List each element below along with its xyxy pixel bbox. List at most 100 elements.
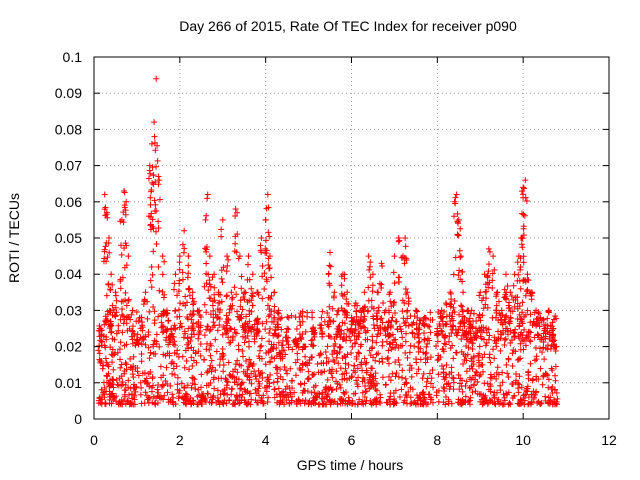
data-point xyxy=(115,327,122,334)
data-point xyxy=(255,318,262,325)
data-point xyxy=(131,332,138,339)
data-point xyxy=(244,298,251,305)
data-point xyxy=(197,322,204,329)
data-point xyxy=(138,358,145,365)
data-point xyxy=(190,311,197,318)
data-point xyxy=(122,289,129,296)
data-point xyxy=(203,382,210,389)
data-point xyxy=(328,399,335,406)
data-point xyxy=(144,381,151,388)
data-point xyxy=(491,373,498,380)
data-point xyxy=(304,309,311,316)
data-point xyxy=(106,383,113,390)
data-point xyxy=(207,379,214,386)
data-point xyxy=(281,363,288,370)
data-point xyxy=(127,355,134,362)
data-point xyxy=(515,271,522,278)
data-point xyxy=(319,330,326,337)
data-point xyxy=(102,204,109,211)
data-point xyxy=(220,390,227,397)
data-point xyxy=(292,372,299,379)
data-point xyxy=(363,369,370,376)
data-point xyxy=(113,297,120,304)
data-point xyxy=(411,334,418,341)
data-point xyxy=(445,396,452,403)
data-point xyxy=(184,315,191,322)
data-point xyxy=(147,226,154,233)
data-point xyxy=(156,343,163,350)
data-point xyxy=(243,357,250,364)
data-point xyxy=(319,308,326,315)
data-point xyxy=(305,375,312,382)
data-point xyxy=(313,393,320,400)
data-point xyxy=(349,329,356,336)
data-point xyxy=(540,344,547,351)
data-point xyxy=(391,399,398,406)
data-point xyxy=(97,325,104,332)
data-point xyxy=(483,329,490,336)
y-tick-label: 0.07 xyxy=(55,158,82,174)
data-point xyxy=(372,386,379,393)
data-point xyxy=(385,347,392,354)
data-point xyxy=(218,233,225,240)
data-point xyxy=(96,342,103,349)
data-point xyxy=(125,253,132,260)
data-point xyxy=(425,391,432,398)
data-point xyxy=(128,311,135,318)
data-point xyxy=(128,333,135,340)
data-point xyxy=(412,307,419,314)
data-point xyxy=(381,325,388,332)
data-point xyxy=(430,384,437,391)
data-point xyxy=(454,231,461,238)
data-point xyxy=(158,324,165,331)
data-point xyxy=(503,271,509,278)
data-point xyxy=(513,371,520,378)
data-point xyxy=(134,368,141,375)
data-point xyxy=(156,287,163,294)
data-point xyxy=(518,384,525,391)
data-point xyxy=(184,274,191,281)
data-point xyxy=(103,319,110,326)
y-tick-label: 0.08 xyxy=(55,121,82,137)
data-point xyxy=(349,343,356,350)
data-point xyxy=(463,378,470,385)
data-point xyxy=(104,254,111,261)
data-point xyxy=(485,326,492,333)
data-point xyxy=(402,350,409,357)
x-tick-label: 2 xyxy=(176,432,184,448)
data-point xyxy=(439,346,446,353)
data-point xyxy=(420,370,427,377)
data-point xyxy=(248,380,255,387)
data-point xyxy=(287,365,294,372)
data-point xyxy=(265,376,272,383)
data-point xyxy=(231,248,238,255)
data-point xyxy=(510,282,517,289)
data-point xyxy=(515,380,522,387)
data-point xyxy=(451,213,458,220)
data-point xyxy=(304,388,311,395)
data-point xyxy=(467,401,474,408)
data-point xyxy=(373,351,380,358)
data-point xyxy=(224,316,231,323)
data-point xyxy=(529,377,536,384)
data-point xyxy=(108,328,115,335)
data-point xyxy=(446,312,453,319)
data-point xyxy=(542,370,549,377)
data-point xyxy=(547,322,554,329)
data-point xyxy=(239,348,246,355)
data-point xyxy=(551,398,558,405)
data-point xyxy=(334,380,341,387)
data-point xyxy=(330,342,337,349)
data-point xyxy=(396,393,403,400)
data-point xyxy=(476,292,483,299)
data-point xyxy=(215,289,222,296)
data-point xyxy=(349,373,356,380)
data-point xyxy=(195,308,202,315)
data-point xyxy=(475,314,482,321)
data-point xyxy=(150,248,157,255)
data-point xyxy=(542,393,549,400)
data-point xyxy=(274,332,281,339)
data-point xyxy=(515,389,522,396)
data-point xyxy=(391,253,398,260)
data-point xyxy=(424,335,431,342)
